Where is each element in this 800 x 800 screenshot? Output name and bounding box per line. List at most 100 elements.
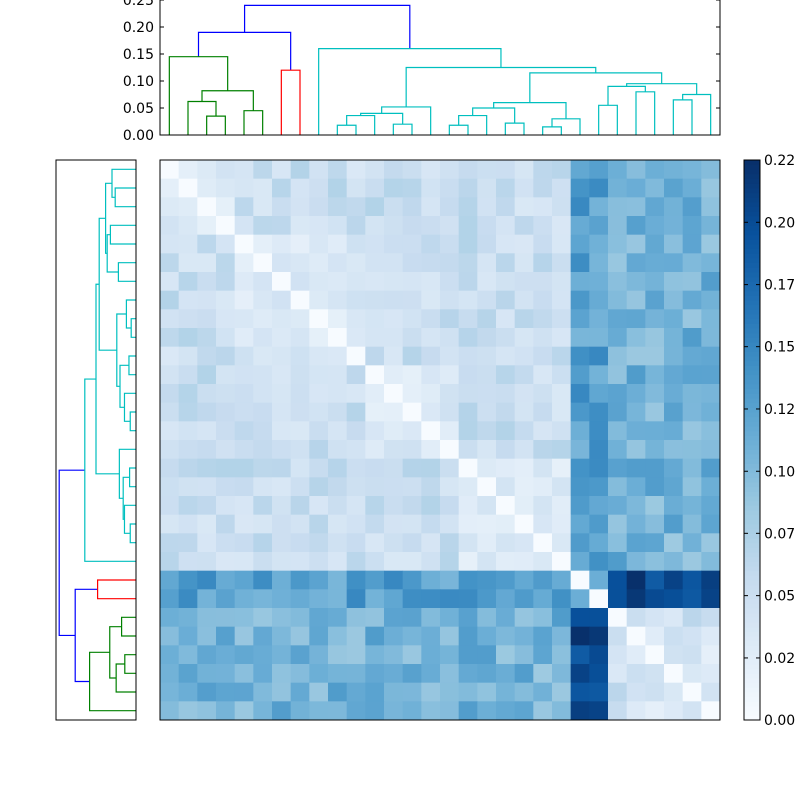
heatmap-cell [197,160,217,180]
heatmap-cell [458,178,478,198]
heatmap-cell [440,346,460,366]
heatmap-cell [664,552,684,572]
colorbar-segment [744,248,760,254]
heatmap-cell [552,253,572,273]
heatmap-cell [608,197,628,217]
colorbar-segment [744,664,760,670]
heatmap-cell [253,290,273,310]
colorbar-segment [744,234,760,240]
heatmap-cell [701,346,721,366]
heatmap-cell [496,290,516,310]
colorbar-segment [744,300,760,306]
colorbar-segment [744,342,760,348]
heatmap-cell [290,533,310,553]
heatmap-cell [160,477,180,497]
heatmap-cell [309,160,329,180]
colorbar-segment [744,496,760,502]
heatmap-cell [346,197,366,217]
heatmap-cell [178,496,198,516]
heatmap-cell [440,682,460,702]
dendrogram-link [529,72,663,103]
heatmap-cell [178,626,198,646]
heatmap-cell [608,514,628,534]
heatmap-cell [272,160,292,180]
heatmap-cell [682,160,702,180]
heatmap-cell [216,384,236,404]
heatmap-cell [570,682,590,702]
heatmap-cell [458,272,478,292]
heatmap-cell [440,496,460,516]
heatmap-cell [496,570,516,590]
heatmap-cell [682,514,702,534]
heatmap-cell [178,178,198,198]
heatmap-cell [421,253,441,273]
heatmap-cell [346,402,366,422]
heatmap-cell [626,346,646,366]
heatmap-cell [570,234,590,254]
heatmap-cell [346,178,366,198]
heatmap-cell [440,272,460,292]
heatmap-cell [514,216,534,236]
heatmap-cell [570,160,590,180]
heatmap-cell [290,589,310,609]
heatmap-cell [328,458,348,478]
colorbar-segment [744,636,760,642]
heatmap-cell [290,626,310,646]
heatmap-cell [160,272,180,292]
heatmap-cell [570,608,590,628]
heatmap-cell [365,160,385,180]
heatmap-cell [552,328,572,348]
heatmap-cell [290,440,310,460]
heatmap-cell [664,178,684,198]
heatmap-cell [570,253,590,273]
colorbar-segment [744,598,760,604]
colorbar-segment [744,174,760,180]
heatmap-cell [253,384,273,404]
colorbar-segment [744,454,760,460]
heatmap-cell [384,589,404,609]
heatmap-cell [514,346,534,366]
heatmap-cell [328,253,348,273]
colorbar-segment [744,472,760,478]
heatmap-cell [290,384,310,404]
heatmap-cell [402,533,422,553]
colorbar-segment [744,262,760,268]
heatmap-cell [272,234,292,254]
heatmap-cell [645,272,665,292]
heatmap-cell [253,589,273,609]
heatmap-cell [197,421,217,441]
heatmap-cell [645,514,665,534]
dendrogram-link [109,224,136,245]
colorbar-segment [744,318,760,324]
heatmap-cell [664,608,684,628]
heatmap-cell [365,496,385,516]
heatmap-cell [533,290,553,310]
heatmap-cell [290,496,310,516]
heatmap-cell [197,234,217,254]
heatmap-cell [328,514,348,534]
heatmap-cell [328,477,348,497]
heatmap-cell [682,346,702,366]
colorbar-segment [744,374,760,380]
heatmap-cell [664,589,684,609]
heatmap-cell [477,160,497,180]
heatmap-cell [160,309,180,329]
heatmap-cell [197,496,217,516]
heatmap-cell [440,701,460,721]
heatmap-cell [421,533,441,553]
heatmap-cell [496,384,516,404]
dendrogram-link [123,392,136,422]
heatmap-cell [216,440,236,460]
heatmap-cell [160,570,180,590]
heatmap-cell [402,682,422,702]
colorbar-segment [744,617,760,623]
heatmap-cell [384,645,404,665]
heatmap-cell [458,664,478,684]
heatmap-cell [160,440,180,460]
colorbar-segment [744,715,760,721]
heatmap-cell [458,440,478,460]
heatmap-cell [272,309,292,329]
heatmap-cell [496,626,516,646]
dendrogram-link [84,378,136,562]
heatmap-cell [197,533,217,553]
